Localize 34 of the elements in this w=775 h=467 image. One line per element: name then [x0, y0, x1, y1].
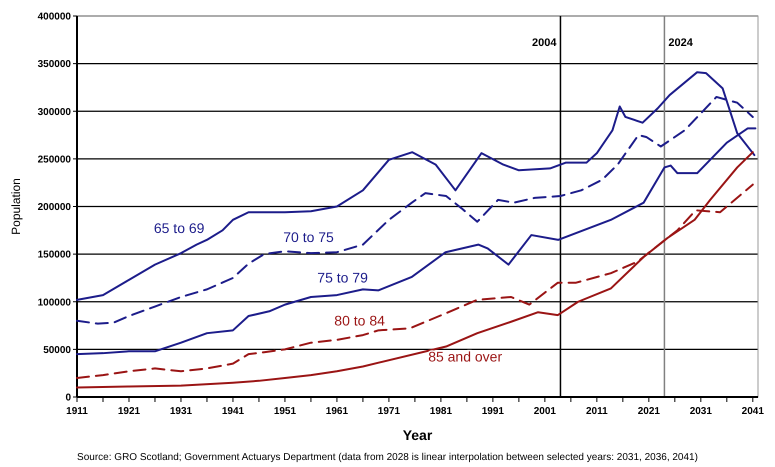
- x-axis-title: Year: [402, 427, 433, 443]
- x-tick-label: 2001: [534, 406, 556, 417]
- y-tick-label: 0: [65, 392, 72, 404]
- y-tick-label: 300000: [38, 106, 72, 118]
- x-tick-label: 1971: [378, 406, 400, 417]
- x-tick-label: 1951: [274, 406, 296, 417]
- x-tick-label: 2021: [638, 406, 660, 417]
- y-tick-label: 250000: [38, 154, 72, 166]
- y-tick-label: 150000: [38, 250, 72, 261]
- x-tick-label: 1961: [326, 406, 348, 417]
- ref-line-label: 2024: [668, 37, 694, 49]
- x-tick-label: 1941: [222, 406, 245, 417]
- y-tick-label: 100000: [38, 297, 72, 308]
- x-tick-label: 2031: [690, 406, 712, 417]
- ref-line-label: 2004: [532, 37, 558, 49]
- series-label: 70 to 75: [283, 228, 334, 245]
- x-tick-label: 2011: [586, 406, 608, 417]
- x-tick-label: 1981: [430, 406, 452, 417]
- y-axis-title: Population: [9, 178, 23, 235]
- x-tick-label: 2041: [742, 406, 764, 417]
- y-tick-label: 50000: [43, 344, 72, 356]
- series-label: 65 to 69: [154, 220, 205, 236]
- y-tick-label: 400000: [38, 12, 72, 22]
- x-tick-label: 1921: [118, 406, 141, 417]
- line-series: [76, 151, 754, 388]
- y-tick-label: 350000: [38, 59, 72, 70]
- x-tick-label: 1991: [482, 406, 504, 417]
- y-tick-label: 200000: [38, 202, 72, 213]
- x-tick-label: 1931: [170, 406, 193, 417]
- series-label: 75 to 79: [317, 270, 368, 286]
- series-label: 80 to 84: [334, 312, 386, 329]
- x-tick-label: 1911: [66, 406, 88, 417]
- source-note: Source: GRO Scotland; Government Actuarys Department (data from 2028 is linear interpolation between selected years: 2031, 2036, 2041): [77, 452, 698, 463]
- series-label: 85 and over: [428, 348, 502, 364]
